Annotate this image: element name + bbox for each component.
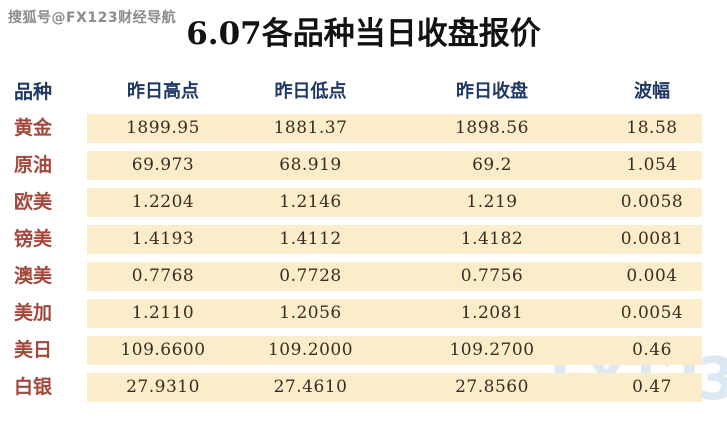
table-body: 黄金 1899.95 1881.37 1898.56 18.58 原油 69.9…	[0, 114, 702, 402]
cell-prev-high: 109.6600	[87, 336, 239, 365]
cell-prev-high: 0.7768	[87, 262, 239, 291]
column-header-prev-low: 昨日低点	[274, 81, 347, 102]
row-label-instrument: 美日	[14, 339, 53, 361]
cell-prev-close: 69.2	[382, 151, 602, 180]
cell-range: 0.47	[602, 373, 702, 402]
cell-prev-close: 1.219	[382, 188, 602, 217]
column-header-prev-high: 昨日高点	[127, 81, 199, 102]
cell-prev-low: 27.4610	[239, 373, 382, 402]
cell-range: 18.58	[602, 114, 702, 143]
cell-prev-close: 27.8560	[382, 373, 602, 402]
cell-prev-close: 1898.56	[382, 114, 602, 143]
column-header-prev-close: 昨日收盘	[456, 81, 528, 102]
table-row: 欧美 1.2204 1.2146 1.219 0.0058	[0, 188, 702, 217]
row-label-instrument: 镑美	[14, 228, 53, 250]
cell-prev-high: 1.2204	[87, 188, 239, 217]
table-row: 镑美 1.4193 1.4112 1.4182 0.0081	[0, 225, 702, 254]
cell-prev-close: 1.4182	[382, 225, 602, 254]
cell-prev-low: 0.7728	[239, 262, 382, 291]
table-row: 美加 1.2110 1.2056 1.2081 0.0054	[0, 299, 702, 328]
cell-prev-close: 1.2081	[382, 299, 602, 328]
cell-prev-high: 1.2110	[87, 299, 239, 328]
cell-range: 1.054	[602, 151, 702, 180]
quotes-table: 品种 昨日高点 昨日低点 昨日收盘 波幅 黄金 1899.95 1881.37 …	[0, 72, 702, 410]
cell-prev-low: 68.919	[239, 151, 382, 180]
cell-prev-low: 1.2146	[239, 188, 382, 217]
cell-prev-high: 69.973	[87, 151, 239, 180]
column-header-instrument: 品种	[14, 80, 53, 103]
row-label-instrument: 欧美	[14, 191, 53, 213]
cell-prev-high: 27.9310	[87, 373, 239, 402]
cell-prev-high: 1.4193	[87, 225, 239, 254]
cell-range: 0.46	[602, 336, 702, 365]
cell-prev-close: 109.2700	[382, 336, 602, 365]
table-row: 原油 69.973 68.919 69.2 1.054	[0, 151, 702, 180]
cell-range: 0.0081	[602, 225, 702, 254]
row-label-instrument: 白银	[14, 376, 53, 398]
cell-prev-low: 1.2056	[239, 299, 382, 328]
page-title: 6.07各品种当日收盘报价	[186, 16, 541, 52]
sohu-account-watermark: 搜狐号@FX123财经导航	[8, 10, 177, 26]
cell-prev-close: 0.7756	[382, 262, 602, 291]
cell-prev-low: 1881.37	[239, 114, 382, 143]
cell-range: 0.0058	[602, 188, 702, 217]
row-label-instrument: 黄金	[14, 117, 53, 139]
row-label-instrument: 原油	[14, 154, 53, 176]
table-row: 美日 109.6600 109.2000 109.2700 0.46	[0, 336, 702, 365]
cell-range: 0.004	[602, 262, 702, 291]
column-header-range: 波幅	[634, 81, 670, 102]
cell-prev-low: 1.4112	[239, 225, 382, 254]
table-header-row: 品种 昨日高点 昨日低点 昨日收盘 波幅	[0, 72, 702, 108]
cell-prev-high: 1899.95	[87, 114, 239, 143]
cell-range: 0.0054	[602, 299, 702, 328]
table-row: 白银 27.9310 27.4610 27.8560 0.47	[0, 373, 702, 402]
cell-prev-low: 109.2000	[239, 336, 382, 365]
row-label-instrument: 澳美	[14, 265, 53, 287]
row-label-instrument: 美加	[14, 302, 53, 324]
table-row: 黄金 1899.95 1881.37 1898.56 18.58	[0, 114, 702, 143]
table-row: 澳美 0.7768 0.7728 0.7756 0.004	[0, 262, 702, 291]
